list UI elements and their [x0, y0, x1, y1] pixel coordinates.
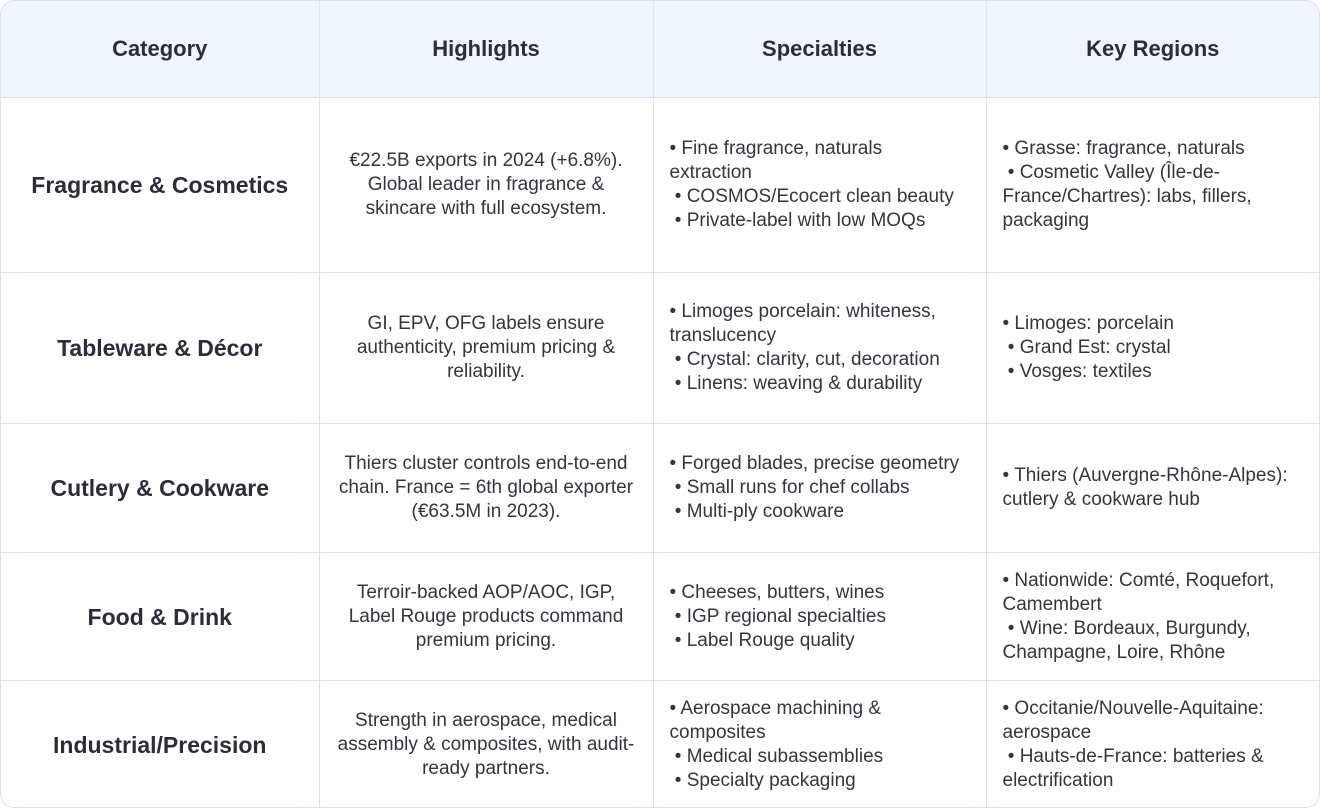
- region-item: • Occitanie/Nouvelle-Aquitaine: aerospac…: [1002, 697, 1269, 743]
- header-category: Category: [1, 1, 320, 98]
- highlights-cell: Terroir-backed AOP/AOC, IGP, Label Rouge…: [319, 552, 654, 681]
- specialty-item: • Fine fragrance, naturals extraction: [669, 138, 888, 183]
- key-regions-cell: • Limoges: porcelain • Grand Est: crysta…: [986, 272, 1319, 424]
- category-cell: Cutlery & Cookware: [1, 423, 320, 553]
- specialty-item: • Cheeses, butters, wines: [669, 581, 885, 603]
- key-regions-cell: • Grasse: fragrance, naturals • Cosmetic…: [986, 97, 1319, 273]
- category-cell: Food & Drink: [1, 552, 320, 681]
- table-row: Industrial/Precision Strength in aerospa…: [1, 680, 1319, 808]
- category-cell: Tableware & Décor: [1, 272, 320, 424]
- specialty-item: • Aerospace machining & composites: [669, 697, 887, 743]
- key-regions-cell: • Thiers (Auvergne-Rhône-Alpes): cutlery…: [986, 423, 1319, 553]
- specialties-cell: • Cheeses, butters, wines • IGP regional…: [653, 552, 987, 681]
- specialty-item: • Multi-ply cookware: [669, 501, 845, 522]
- specialty-item: • Medical subassemblies: [669, 745, 884, 767]
- highlights-cell: €22.5B exports in 2024 (+6.8%). Global l…: [319, 97, 654, 273]
- specialty-item: • COSMOS/Ecocert clean beauty: [669, 186, 954, 207]
- specialty-item: • Forged blades, precise geometry: [669, 453, 960, 474]
- category-cell: Fragrance & Cosmetics: [1, 97, 320, 273]
- specialties-cell: • Forged blades, precise geometry • Smal…: [653, 423, 987, 553]
- region-item: • Hauts-de-France: batteries & electrifi…: [1002, 745, 1269, 791]
- highlights-cell: Strength in aerospace, medical assembly …: [319, 680, 654, 807]
- specialty-item: • Linens: weaving & durability: [669, 373, 923, 394]
- region-item: • Cosmetic Valley (Île-de-France/Chartre…: [1002, 162, 1257, 231]
- specialty-item: • IGP regional specialties: [669, 605, 886, 627]
- highlights-cell: Thiers cluster controls end-to-end chain…: [319, 423, 654, 553]
- region-item: • Limoges: porcelain: [1002, 313, 1174, 334]
- category-cell: Industrial/Precision: [1, 680, 320, 807]
- region-item: • Thiers (Auvergne-Rhône-Alpes): cutlery…: [1002, 465, 1293, 510]
- header-specialties: Specialties: [653, 1, 987, 98]
- specialty-item: • Label Rouge quality: [669, 629, 855, 651]
- specialties-cell: • Aerospace machining & composites • Med…: [653, 680, 987, 807]
- header-key-regions: Key Regions: [986, 1, 1319, 98]
- region-item: • Vosges: textiles: [1002, 361, 1152, 382]
- highlights-cell: GI, EPV, OFG labels ensure authenticity,…: [319, 272, 654, 424]
- specialty-item: • Private-label with low MOQs: [669, 210, 926, 231]
- specialty-item: • Limoges porcelain: whiteness, transluc…: [669, 301, 942, 346]
- specialty-item: • Small runs for chef collabs: [669, 477, 910, 498]
- table-row: Tableware & Décor GI, EPV, OFG labels en…: [1, 272, 1319, 424]
- key-regions-cell: • Nationwide: Comté, Roquefort, Camember…: [986, 552, 1319, 681]
- header-row: Category Highlights Specialties Key Regi…: [1, 1, 1319, 98]
- region-item: • Nationwide: Comté, Roquefort, Camember…: [1002, 569, 1280, 615]
- table-row: Fragrance & Cosmetics €22.5B exports in …: [1, 97, 1319, 273]
- table-row: Cutlery & Cookware Thiers cluster contro…: [1, 423, 1319, 553]
- specialties-cell: • Limoges porcelain: whiteness, transluc…: [653, 272, 987, 424]
- specialty-item: • Crystal: clarity, cut, decoration: [669, 349, 940, 370]
- region-item: • Grasse: fragrance, naturals: [1002, 138, 1245, 159]
- region-item: • Grand Est: crystal: [1002, 337, 1171, 358]
- specialty-item: • Specialty packaging: [669, 769, 856, 791]
- table-row: Food & Drink Terroir-backed AOP/AOC, IGP…: [1, 552, 1319, 681]
- header-highlights: Highlights: [319, 1, 654, 98]
- key-regions-cell: • Occitanie/Nouvelle-Aquitaine: aerospac…: [986, 681, 1319, 808]
- region-item: • Wine: Bordeaux, Burgundy, Champagne, L…: [1002, 617, 1256, 663]
- specialties-cell: • Fine fragrance, naturals extraction • …: [653, 97, 987, 273]
